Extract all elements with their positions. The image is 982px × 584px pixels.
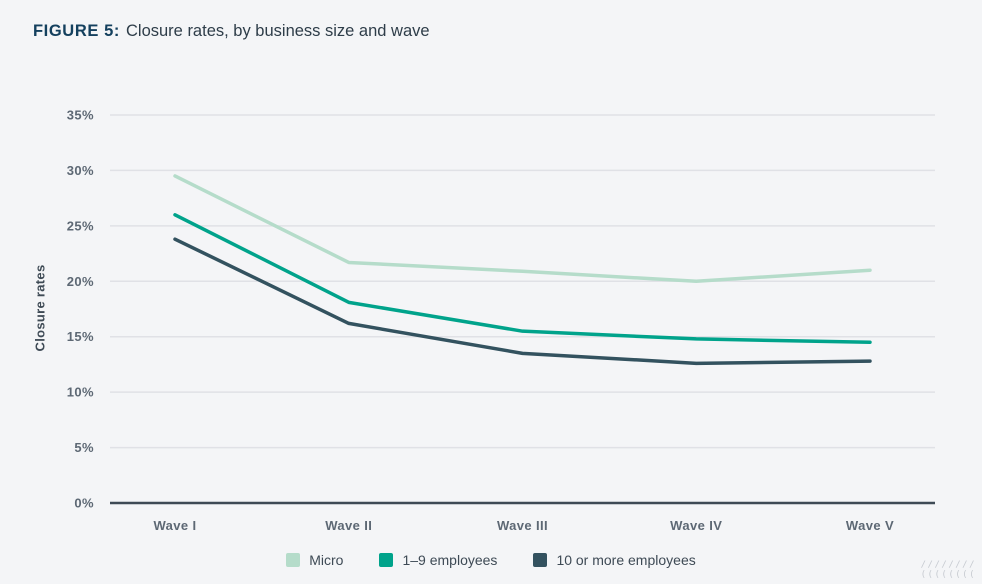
- y-tick-label: 5%: [74, 440, 94, 455]
- legend-swatch: [533, 553, 548, 567]
- series-line-micro: [173, 174, 872, 284]
- decorative-hatch-row: ////////: [920, 560, 976, 570]
- x-tick-label: Wave III: [497, 518, 548, 533]
- y-tick-label: 20%: [67, 274, 94, 289]
- x-tick-label: Wave V: [846, 518, 894, 533]
- legend-item: 10 or more employees: [533, 552, 696, 568]
- y-tick-label: 10%: [67, 385, 94, 400]
- chart-legend: Micro 1–9 employees 10 or more employees: [0, 552, 982, 568]
- decorative-hatch-row: ((((((((: [920, 570, 976, 580]
- legend-item: 1–9 employees: [379, 552, 497, 568]
- y-tick-label: 0%: [74, 496, 94, 511]
- legend-swatch: [379, 553, 394, 567]
- y-tick-label: 15%: [67, 329, 94, 344]
- y-tick-label: 35%: [67, 108, 94, 123]
- figure-number: FIGURE 5:: [33, 22, 120, 40]
- legend-item: Micro: [286, 552, 343, 568]
- x-tick-label: Wave II: [325, 518, 372, 533]
- legend-swatch: [286, 553, 301, 567]
- decorative-hatch: //////// ((((((((: [921, 560, 976, 580]
- legend-label: 10 or more employees: [556, 552, 696, 568]
- y-tick-label: 30%: [67, 163, 94, 178]
- y-tick-label: 25%: [67, 218, 94, 233]
- series-line-1-9-employees: [173, 213, 872, 345]
- x-tick-label: Wave IV: [670, 518, 722, 533]
- figure-title: FIGURE 5: Closure rates, by business size…: [33, 22, 430, 41]
- series-line-10-or-more-employees: [173, 237, 872, 366]
- legend-label: 1–9 employees: [402, 552, 498, 568]
- figure-caption: Closure rates, by business size and wave: [126, 22, 430, 40]
- x-tick-label: Wave I: [153, 518, 196, 533]
- legend-label: Micro: [309, 552, 344, 568]
